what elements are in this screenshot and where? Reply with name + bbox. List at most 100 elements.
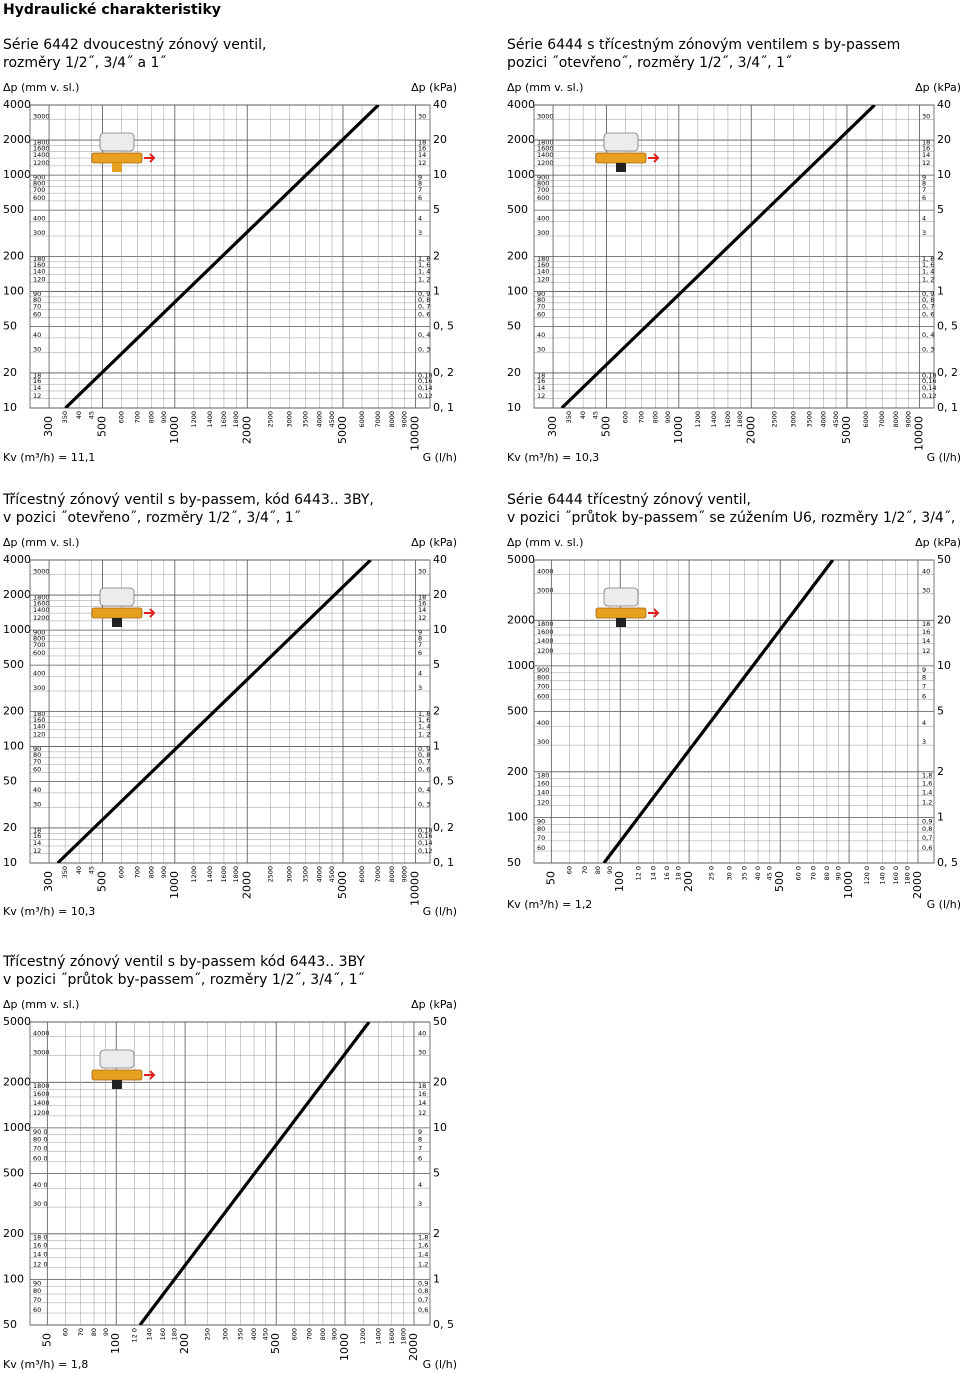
x-tick-label: 2000 [407, 1333, 420, 1361]
x-tick-label-minor: 90 [102, 1328, 110, 1336]
y-tick-label: 50 [3, 320, 17, 333]
y-tick-label: 2000 [3, 133, 31, 146]
y-tick-label-minor: 160 [33, 261, 45, 269]
x-tick-label: 500 [95, 871, 108, 892]
y2-tick-label: 0, 2 [433, 821, 454, 834]
y-tick-label-minor: 70 [537, 303, 545, 311]
x-tick-label-minor: 70 [77, 1328, 85, 1336]
y2-tick-label-minor: 8 [922, 674, 926, 682]
x-tick-label: 1000 [672, 416, 685, 444]
y2-tick-label-minor: 3 [922, 738, 926, 746]
x-tick-label: 10000 [408, 871, 421, 906]
y2-tick-label-minor: 0, 6 [418, 310, 430, 318]
y2-tick-label: 2 [433, 250, 440, 263]
y2-tick-label-minor: 9 [922, 173, 926, 181]
y-tick-label: 50 [507, 856, 521, 869]
valve-actuator [603, 132, 639, 152]
x-tick-label: 50 [40, 1333, 53, 1347]
y2-tick-label-minor: 40 [922, 568, 930, 576]
y2-tick-label-minor: 0,14 [418, 839, 432, 847]
y-tick-label-minor: 140 [537, 788, 549, 796]
y2-tick-label-minor: 40 [418, 1030, 426, 1038]
y-tick-label-minor: 18 0 [33, 1234, 47, 1242]
y2-tick-label-minor: 0,18 [418, 371, 432, 379]
y-tick-label: 100 [3, 285, 24, 298]
y-tick-label: 20 [3, 821, 17, 834]
y-tick-label-minor: 90 [537, 290, 545, 298]
y-tick-label-minor: 14 0 [33, 1250, 47, 1258]
y-tick-label-minor: 30 [33, 345, 41, 353]
y2-tick-label-minor: 0,7 [922, 834, 932, 842]
y-tick-label: 1000 [3, 168, 31, 181]
y2-tick-label: 0, 5 [433, 1318, 454, 1331]
y2-tick-label-minor: 7 [922, 682, 926, 690]
y2-tick-label-minor: 1,2 [418, 1260, 428, 1268]
x-tick-label: 1000 [338, 1333, 351, 1361]
y-tick-label: 5000 [507, 553, 535, 566]
y-tick-label-minor: 12 0 [33, 1260, 47, 1268]
y-tick-label-minor: 60 [537, 310, 545, 318]
chart-title: Třícestný zónový ventil s by-passem, kód… [2, 492, 374, 508]
x-tick-label-minor: 180 0 [903, 866, 911, 885]
x-tick-label-minor: 800 [148, 411, 156, 423]
y2-tick-label-minor: 0, 3 [418, 345, 430, 353]
x-tick-label-minor: 250 [203, 1328, 211, 1340]
y-tick-label: 1000 [3, 623, 31, 636]
y-tick-label-minor: 120 [33, 275, 45, 283]
y-tick-label-minor: 1400 [33, 1099, 50, 1107]
y-tick-label-minor: 120 [537, 275, 549, 283]
y2-tick-label-minor: 18 [922, 138, 930, 146]
y2-tick-label-minor: 1,4 [418, 1250, 428, 1258]
y2-axis-label: Δp (kPa) [411, 998, 457, 1011]
x-tick-label-minor: 12 0 [130, 1328, 138, 1342]
y2-tick-label-minor: 1,6 [418, 1241, 428, 1249]
y-tick-label: 1000 [507, 168, 535, 181]
y2-axis-label: Δp (kPa) [411, 81, 457, 94]
y-tick-label-minor: 40 [537, 331, 545, 339]
x-axis-label: G (l/h) [423, 905, 457, 918]
x-tick-label: 1000 [842, 871, 855, 899]
y-tick-label-minor: 400 [33, 214, 45, 222]
y-tick-label: 20 [3, 366, 17, 379]
x-tick-label-minor: 700 [306, 1328, 314, 1340]
x-axis-label: G (l/h) [423, 1358, 457, 1371]
x-tick-label-minor: 180 [171, 1328, 179, 1340]
y2-tick-label-minor: 1,4 [922, 788, 932, 796]
y-tick-label: 2000 [507, 133, 535, 146]
y2-tick-label-minor: 0,9 [922, 817, 932, 825]
x-tick-label-minor: 16 0 [663, 866, 671, 880]
y2-tick-label-minor: 6 [418, 1155, 422, 1163]
y2-tick-label-minor: 0,7 [418, 1296, 428, 1304]
y-tick-label-minor: 600 [33, 194, 45, 202]
y-tick-label-minor: 14 [33, 839, 41, 847]
x-tick-label-minor: 40 [75, 411, 83, 419]
x-tick-label-minor: 25 0 [707, 866, 715, 880]
y-tick-label-minor: 1200 [33, 1109, 50, 1117]
y2-tick-label: 5 [433, 1167, 440, 1180]
x-tick-label: 100 [613, 871, 626, 892]
y-tick-label-minor: 3000 [33, 568, 50, 576]
y2-tick-label: 20 [433, 133, 447, 146]
chart-title: rozměry 1/2˝, 3/4˝ a 1˝ [3, 55, 166, 71]
y-tick-label-minor: 400 [537, 719, 549, 727]
kv-label: Kv (m³/h) = 10,3 [3, 905, 95, 918]
y-tick-label-minor: 180 [537, 255, 549, 263]
y-tick-label-minor: 30 [33, 800, 41, 808]
y-tick-label-minor: 1200 [537, 647, 554, 655]
y-tick-label-minor: 1800 [33, 138, 50, 146]
y-tick-label-minor: 14 [537, 384, 545, 392]
x-tick-label-minor: 1400 [375, 1328, 383, 1345]
x-tick-label-minor: 60 [61, 1328, 69, 1336]
y2-tick-label-minor: 4 [922, 719, 926, 727]
x-tick-label-minor: 900 [160, 411, 168, 423]
x-tick-label-minor: 40 0 [754, 866, 762, 880]
y2-tick-label: 40 [433, 98, 447, 111]
y-tick-label-minor: 900 [33, 628, 45, 636]
y-tick-label: 1000 [507, 659, 535, 672]
x-tick-label-minor: 30 0 [725, 866, 733, 880]
y-tick-label-minor: 70 [537, 834, 545, 842]
y2-tick-label-minor: 9 [418, 1128, 422, 1136]
x-tick-label-minor: 9000 [904, 411, 912, 428]
y2-tick-label: 2 [937, 250, 944, 263]
y2-tick-label-minor: 18 [418, 593, 426, 601]
